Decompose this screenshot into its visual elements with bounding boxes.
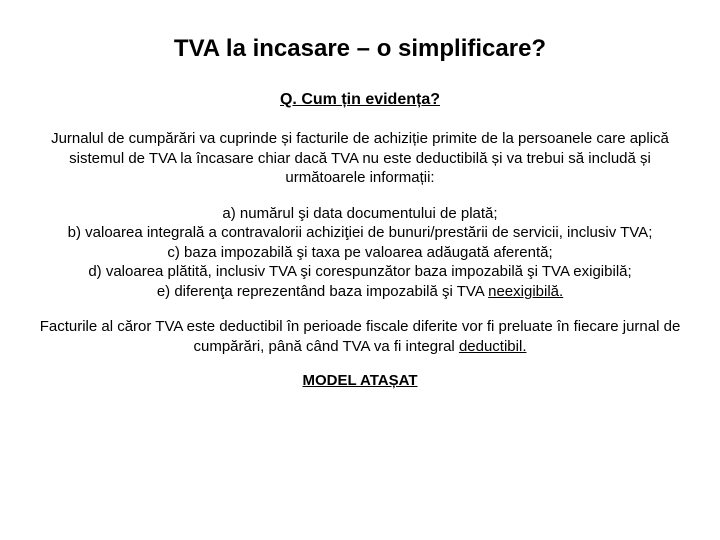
list-item-c: c) baza impozabilă şi taxa pe valoarea a… xyxy=(30,243,690,263)
closing-paragraph: Facturile al căror TVA este deductibil î… xyxy=(30,317,690,356)
list-item-d: d) valoarea plătită, inclusiv TVA şi cor… xyxy=(30,262,690,282)
subtitle-question: Q. Cum țin evidența? xyxy=(30,91,690,109)
list-item-e-underlined: neexigibilă. xyxy=(488,283,563,300)
list-item-a: a) numărul şi data documentului de plată… xyxy=(30,204,690,224)
list-item-e: e) diferenţa reprezentând baza impozabil… xyxy=(30,282,690,302)
list-item-e-text: e) diferenţa reprezentând baza impozabil… xyxy=(157,283,488,300)
closing-underlined: deductibil. xyxy=(459,338,527,355)
model-attached-link[interactable]: MODEL ATAȘAT xyxy=(30,372,690,389)
page-title: TVA la incasare – o simplificare? xyxy=(30,35,690,63)
closing-text: Facturile al căror TVA este deductibil î… xyxy=(40,318,681,355)
items-list: a) numărul şi data documentului de plată… xyxy=(30,204,690,302)
intro-paragraph: Jurnalul de cumpărări va cuprinde și fac… xyxy=(30,129,690,188)
list-item-b: b) valoarea integrală a contravalorii ac… xyxy=(30,223,690,243)
